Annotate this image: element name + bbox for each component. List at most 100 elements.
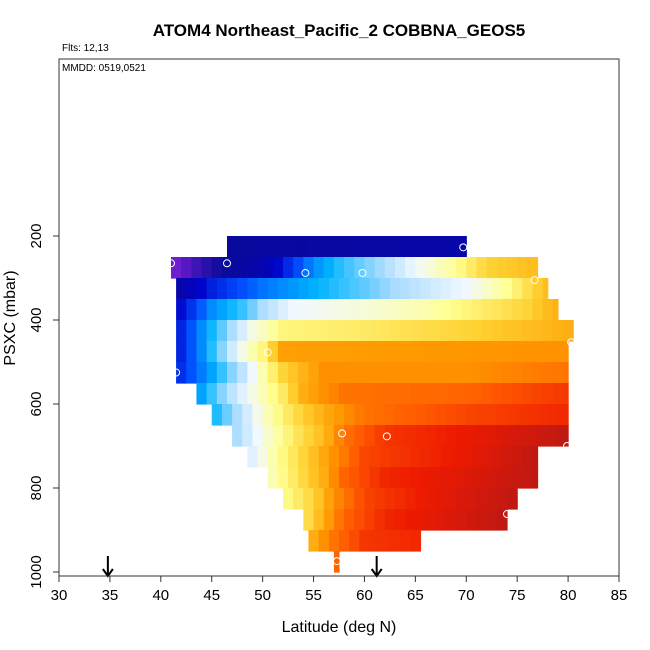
heatmap-cell (288, 236, 299, 258)
heatmap-cell (349, 467, 360, 489)
heatmap-cell (466, 488, 478, 510)
heatmap-cell (527, 257, 539, 279)
heatmap-cell (451, 446, 462, 468)
heatmap-cell (201, 257, 213, 279)
heatmap-cell (512, 446, 523, 468)
heatmap-cell (364, 257, 376, 279)
heatmap-cell (237, 362, 248, 384)
heatmap-cell (445, 509, 457, 531)
heatmap-cell (364, 425, 376, 447)
heatmap-cell (303, 404, 315, 426)
heatmap-cell (277, 467, 289, 489)
heatmap-cell (420, 236, 432, 258)
flight-arrows (102, 556, 383, 578)
heatmap-cell (389, 446, 401, 468)
heatmap-cell (395, 425, 406, 447)
x-tick-label: 85 (611, 587, 628, 604)
heatmap-cell (277, 299, 289, 321)
heatmap-cell (486, 257, 498, 279)
sample-point (563, 442, 572, 450)
x-tick-label: 40 (152, 587, 169, 604)
heatmap-cell (440, 278, 452, 300)
heatmap-cell (440, 320, 452, 342)
x-tick-label: 30 (51, 587, 68, 604)
heatmap-cell (517, 425, 528, 447)
heatmap-cell (267, 467, 279, 489)
heatmap-cell (440, 362, 452, 384)
heatmap-cell (430, 278, 442, 300)
heatmap-cell (364, 404, 376, 426)
x-tick-label: 45 (203, 587, 220, 604)
heatmap-cell (501, 320, 513, 342)
heatmap-cell (247, 446, 259, 468)
heatmap-cell (430, 236, 442, 258)
heatmap-cell (216, 362, 228, 384)
heatmap-cell (318, 320, 330, 342)
heatmap-cell (196, 299, 208, 321)
x-tick-label: 75 (509, 587, 526, 604)
sample-point (567, 338, 576, 347)
heatmap-cell (435, 257, 447, 279)
heatmap-cell (522, 320, 534, 342)
heatmap-cell (339, 383, 350, 405)
heatmap-cell (313, 257, 325, 279)
heatmap-cell (384, 509, 396, 531)
heatmap-cell (415, 425, 427, 447)
heatmap-cell (522, 383, 534, 405)
heatmap-cell (277, 446, 289, 468)
heatmap-cell (400, 446, 411, 468)
heatmap-cell (522, 467, 534, 489)
heatmap-cell (486, 404, 498, 426)
heatmap-cell (491, 446, 503, 468)
y-tick-label: 200 (28, 223, 45, 248)
heatmap-cell (349, 299, 360, 321)
heatmap-cell (481, 446, 493, 468)
heatmap-cell (298, 341, 310, 363)
x-tick-label: 80 (560, 587, 577, 604)
heatmap-cell (318, 278, 330, 300)
heatmap-cell (181, 257, 192, 279)
heatmap-cell (277, 341, 289, 363)
heatmap-cell (451, 383, 462, 405)
heatmap-cell (491, 341, 503, 363)
heatmap-cell (425, 509, 437, 531)
heatmap-cell (379, 236, 391, 258)
heatmap-cell (216, 341, 228, 363)
heatmap-cell (445, 257, 457, 279)
heatmap-cell (389, 320, 401, 342)
heatmap-cell (461, 341, 472, 363)
heatmap-cell (389, 362, 401, 384)
sample-point (223, 259, 231, 268)
heatmap-cell (267, 236, 279, 258)
heatmap-cell (288, 383, 299, 405)
heatmap-cell (267, 278, 279, 300)
heatmap-cell (400, 278, 411, 300)
heatmap-cell (517, 404, 528, 426)
heatmap-cell (308, 446, 320, 468)
heatmap-cell (379, 383, 391, 405)
heatmap-cell (206, 362, 218, 384)
heatmap-cell (328, 278, 340, 300)
sample-point (332, 557, 341, 566)
heatmap-cell (410, 299, 422, 321)
heatmap-cell (400, 467, 411, 489)
heatmap-cell (389, 341, 401, 363)
heatmap-cell (313, 404, 325, 426)
heatmap-cell (435, 488, 447, 510)
heatmap-cell (389, 278, 401, 300)
heatmap-cell (277, 278, 289, 300)
heatmap-cell (323, 425, 335, 447)
heatmap-cell (298, 278, 310, 300)
heatmap-cell (440, 236, 452, 258)
x-tick-label: 35 (102, 587, 119, 604)
heatmap-cell (552, 362, 564, 384)
heatmap-cell (237, 278, 248, 300)
heatmap-cell (349, 383, 360, 405)
heatmap-cell (466, 404, 478, 426)
heatmap-cell (364, 488, 376, 510)
heatmap-cell (369, 383, 381, 405)
heatmap-cell (216, 299, 228, 321)
heatmap-cell (374, 509, 386, 531)
heatmap-cell (532, 383, 544, 405)
heatmap-cell (542, 341, 554, 363)
